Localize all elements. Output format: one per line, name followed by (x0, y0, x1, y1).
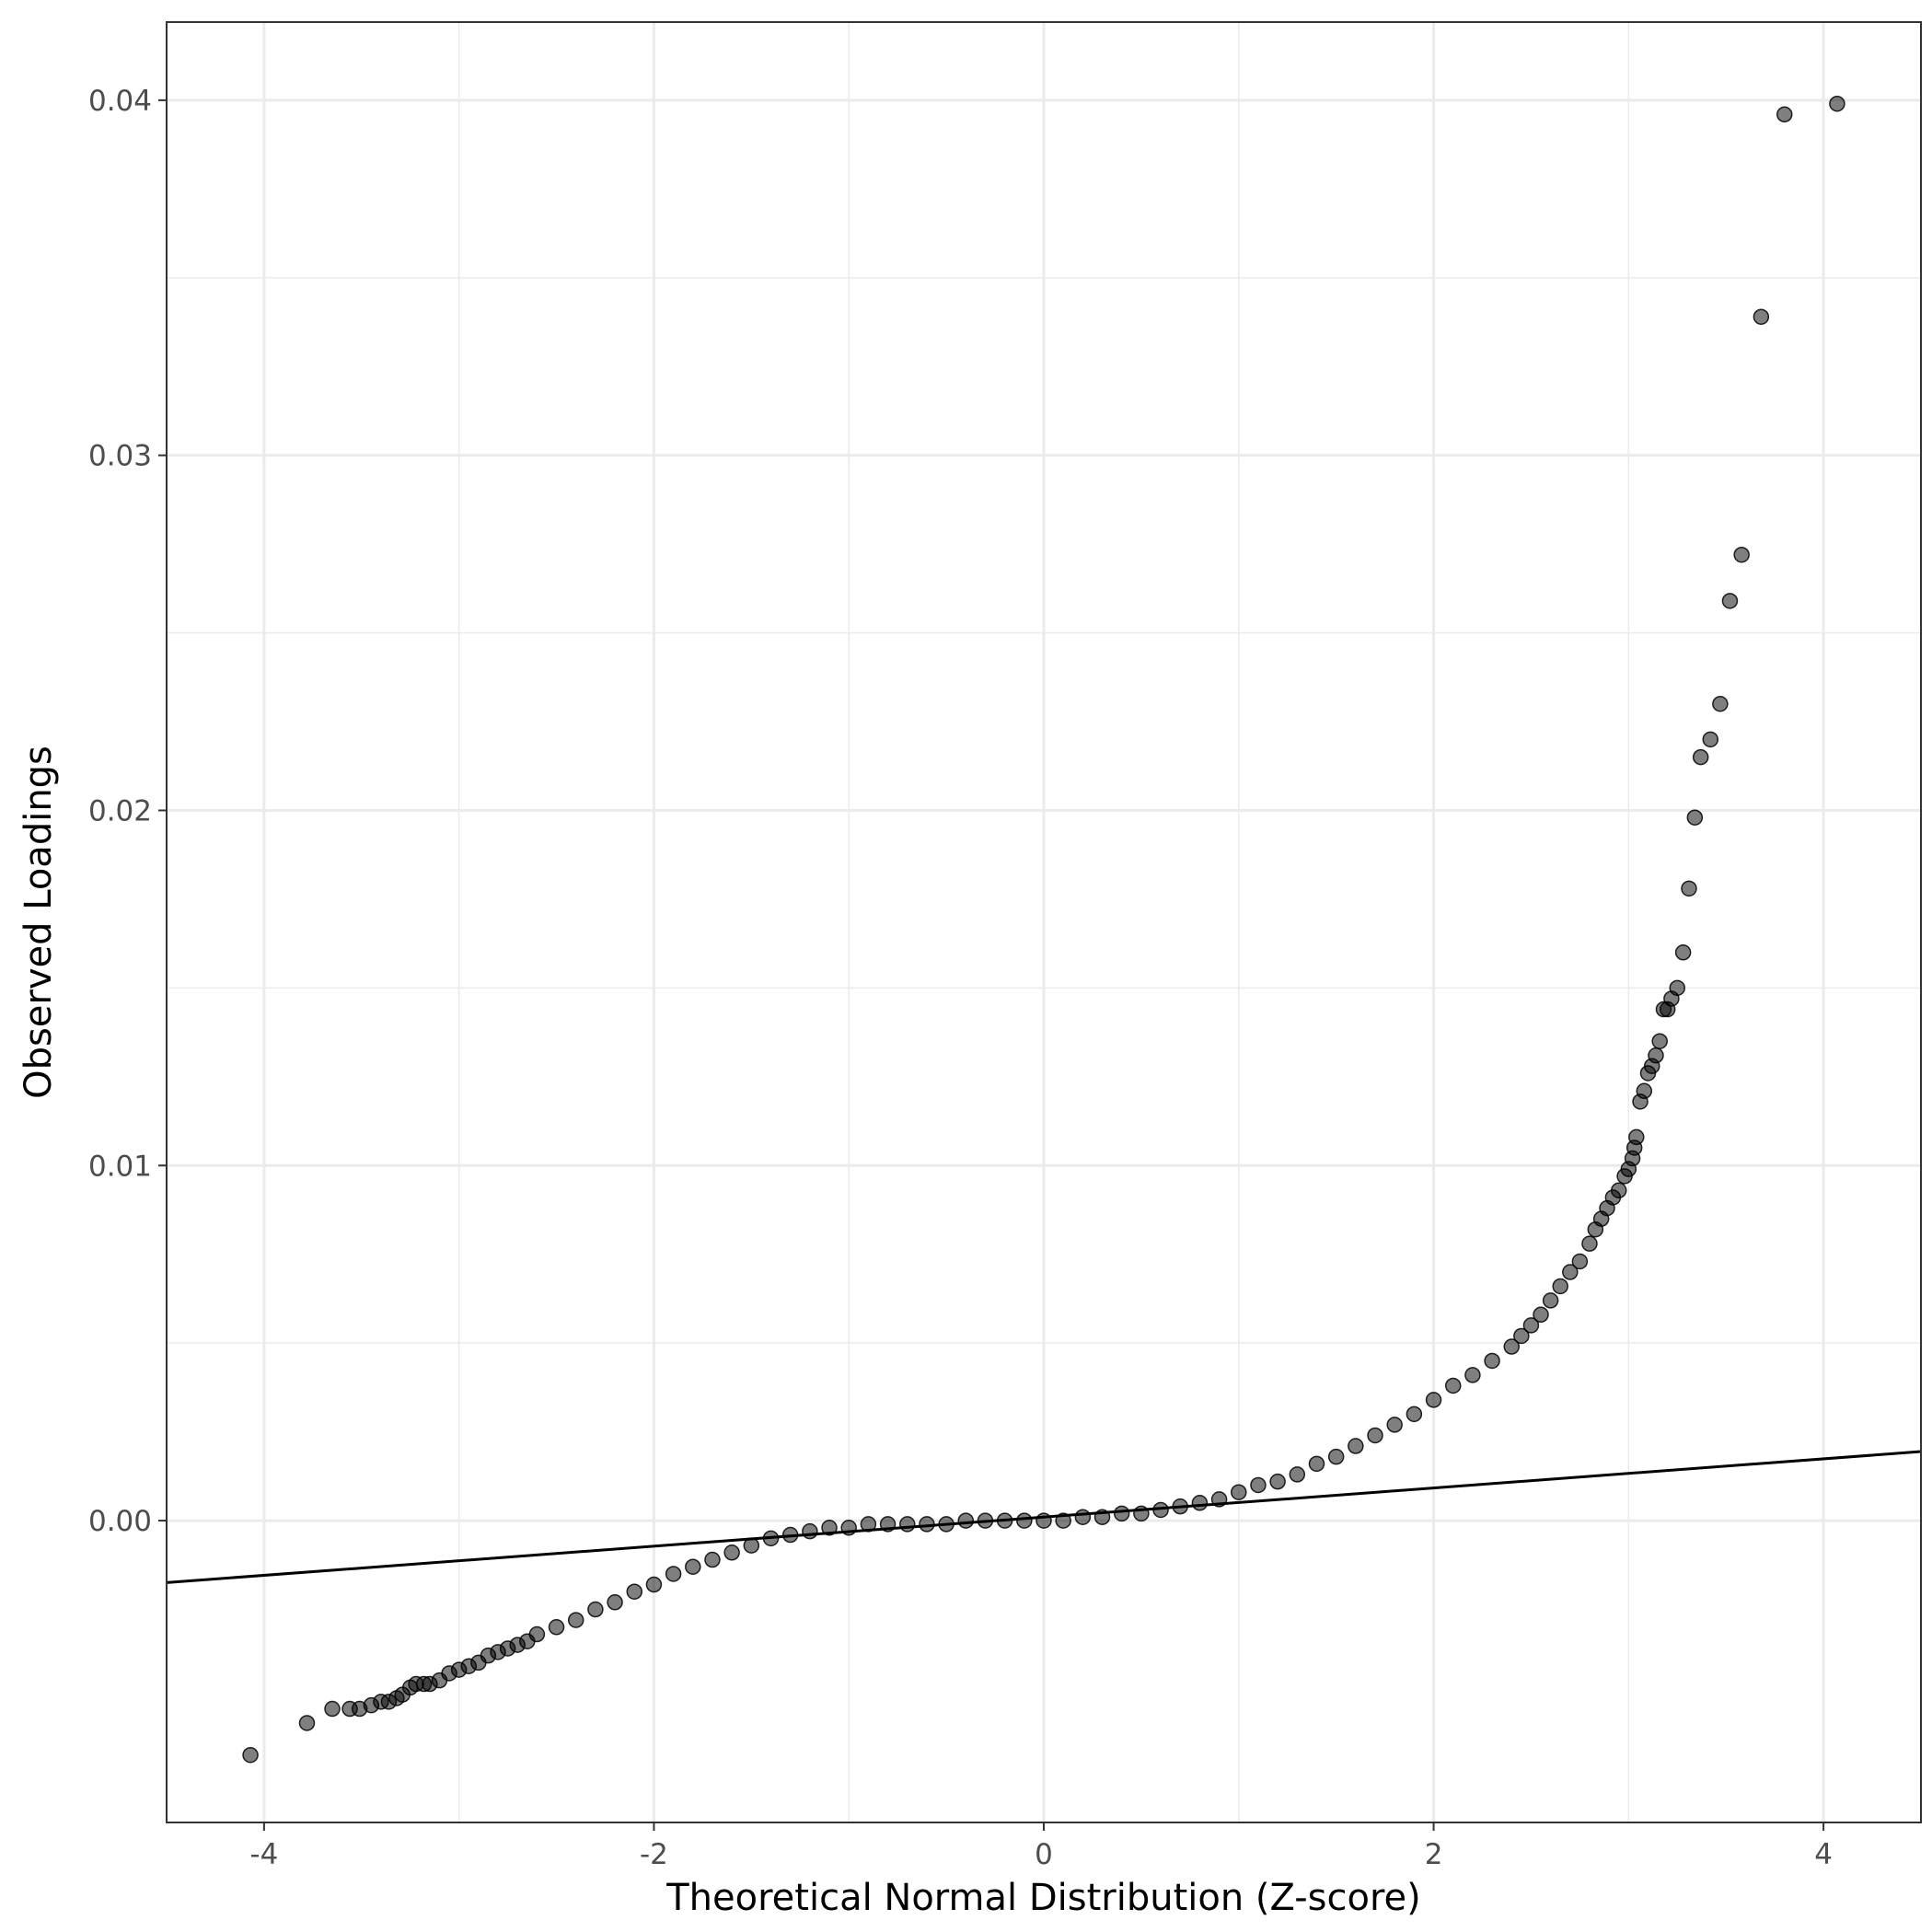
data-point (1776, 106, 1793, 123)
x-tick-label: -4 (249, 1838, 278, 1871)
data-point (762, 1530, 780, 1547)
data-point (957, 1512, 975, 1529)
data-point (1542, 1292, 1559, 1309)
data-point (1522, 1317, 1540, 1334)
data-point (1484, 1352, 1500, 1370)
data-point (723, 1544, 740, 1561)
data-point (626, 1583, 643, 1600)
data-points (242, 95, 1845, 1764)
data-point (1686, 809, 1704, 826)
data-point (567, 1612, 584, 1628)
data-point (1210, 1491, 1228, 1508)
data-point (899, 1516, 916, 1533)
data-point (1113, 1505, 1130, 1522)
data-point (1152, 1501, 1169, 1519)
y-tick-label: 0.04 (88, 85, 152, 118)
y-tick-label: 0.02 (88, 794, 152, 827)
data-point (1533, 1306, 1549, 1324)
data-point (802, 1522, 818, 1540)
data-point (1289, 1466, 1306, 1483)
data-point (1829, 95, 1845, 112)
data-point (840, 1520, 857, 1536)
data-point (1269, 1473, 1286, 1490)
y-axis-ticks: 0.00 0.01 0.02 0.03 0.04 (88, 85, 167, 1538)
data-point (1571, 1253, 1589, 1270)
data-point (1231, 1484, 1247, 1500)
data-point (1133, 1505, 1150, 1522)
y-tick-label: 0.03 (88, 440, 152, 473)
data-point (704, 1551, 721, 1568)
data-point (1733, 546, 1750, 563)
x-tick-label: 0 (1035, 1838, 1053, 1871)
data-point (996, 1512, 1013, 1529)
x-tick-label: 2 (1425, 1838, 1443, 1871)
data-point (938, 1516, 954, 1533)
data-point (645, 1576, 663, 1593)
major-gridlines (167, 22, 1921, 1822)
data-point (1692, 748, 1709, 766)
data-point (298, 1715, 316, 1731)
x-tick-label: 4 (1814, 1838, 1833, 1871)
data-point (1721, 593, 1739, 609)
data-point (1093, 1509, 1111, 1525)
data-point (1444, 1377, 1462, 1394)
data-point (1702, 731, 1719, 748)
data-point (324, 1700, 341, 1718)
data-point (1348, 1438, 1364, 1454)
data-point (1753, 308, 1770, 325)
data-point (1636, 1082, 1653, 1100)
data-point (1503, 1338, 1521, 1355)
data-point (1406, 1406, 1423, 1423)
data-point (1055, 1512, 1071, 1529)
data-point (1367, 1427, 1383, 1444)
data-point (860, 1516, 877, 1533)
data-point (1425, 1392, 1442, 1408)
data-point (1562, 1264, 1579, 1280)
data-point (1651, 1033, 1668, 1049)
data-point (242, 1746, 259, 1764)
data-point (1552, 1278, 1568, 1295)
data-point (1308, 1455, 1325, 1473)
data-point (587, 1601, 604, 1618)
data-point (1674, 944, 1692, 961)
data-point (781, 1526, 799, 1544)
data-point (1016, 1512, 1033, 1529)
data-point (665, 1566, 682, 1582)
data-point (743, 1537, 760, 1554)
data-point (607, 1594, 623, 1611)
data-point (821, 1520, 838, 1536)
data-point (1712, 695, 1729, 712)
data-point (548, 1619, 565, 1636)
x-axis-title: Theoretical Normal Distribution (Z-score… (665, 1877, 1421, 1919)
data-point (1035, 1512, 1052, 1529)
data-point (1074, 1509, 1092, 1525)
data-point (1327, 1448, 1345, 1465)
data-point (1581, 1235, 1598, 1252)
y-tick-label: 0.01 (88, 1150, 152, 1183)
data-point (528, 1625, 546, 1643)
data-point (1464, 1367, 1481, 1383)
x-tick-label: -2 (640, 1838, 668, 1871)
data-point (685, 1558, 701, 1575)
data-point (1669, 979, 1686, 997)
data-point (1648, 1047, 1664, 1064)
data-point (1681, 880, 1697, 897)
y-tick-label: 0.00 (88, 1505, 152, 1538)
data-point (1386, 1417, 1403, 1433)
x-axis-ticks: -4 -2 0 2 4 (249, 1822, 1833, 1871)
data-point (919, 1516, 935, 1533)
data-point (1250, 1476, 1267, 1494)
data-point (977, 1512, 994, 1529)
y-axis-title: Observed Loadings (17, 746, 60, 1099)
data-point (1610, 1182, 1627, 1199)
data-point (1191, 1495, 1209, 1511)
data-point (879, 1516, 897, 1533)
data-point (1172, 1498, 1188, 1515)
data-point (1513, 1327, 1530, 1345)
data-point (1628, 1128, 1645, 1146)
